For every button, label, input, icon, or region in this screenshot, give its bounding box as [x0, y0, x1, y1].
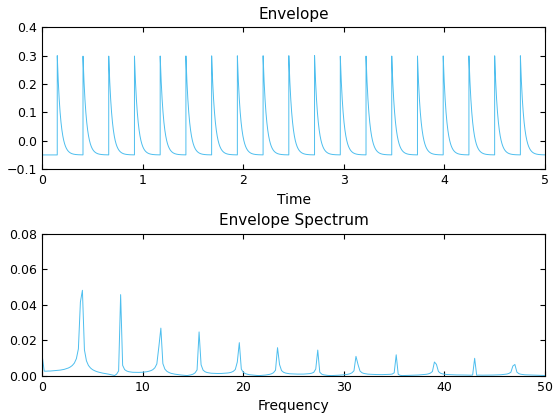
X-axis label: Time: Time [277, 192, 311, 207]
Title: Envelope Spectrum: Envelope Spectrum [219, 213, 368, 228]
Title: Envelope: Envelope [258, 7, 329, 22]
X-axis label: Frequency: Frequency [258, 399, 329, 413]
